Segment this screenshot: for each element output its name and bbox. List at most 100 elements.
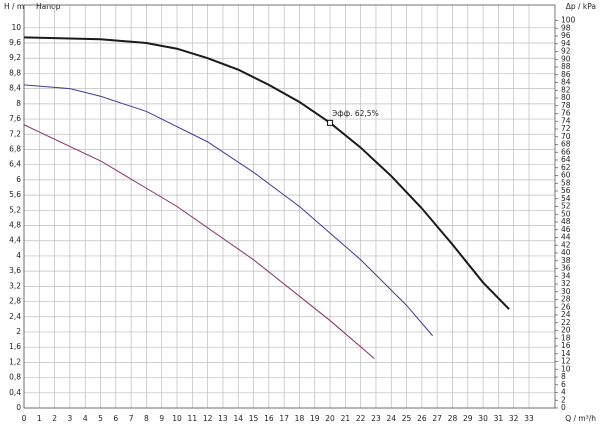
x-tick-label: 27 <box>432 414 442 423</box>
y-tick-label: 5,6 <box>9 190 21 199</box>
y2-tick-label: 30 <box>561 287 571 296</box>
y2-tick-label: 2 <box>561 395 566 404</box>
x-tick-label: 30 <box>478 414 488 423</box>
y2-tick-label: 70 <box>561 132 571 141</box>
y2-tick-label: 48 <box>561 217 571 226</box>
y2-tick-label: 24 <box>561 310 571 319</box>
x-tick-label: 26 <box>417 414 427 423</box>
y2-axis-label: Δp / kPa <box>566 2 596 11</box>
y2-tick-label: 34 <box>561 271 571 280</box>
y2-tick-label: 32 <box>561 279 571 288</box>
y-tick-label: 3,6 <box>9 266 21 275</box>
y-tick-label: 7,2 <box>9 129 21 138</box>
x-tick-label: 24 <box>386 414 396 423</box>
x-tick-label: 32 <box>509 414 519 423</box>
x-tick-label: 8 <box>144 414 149 423</box>
y-tick-label: 6 <box>16 175 21 184</box>
x-tick-label: 29 <box>463 414 473 423</box>
x-tick-label: 9 <box>159 414 164 423</box>
y2-tick-label: 62 <box>561 163 571 172</box>
y2-tick-label: 84 <box>561 78 571 87</box>
x-tick-label: 31 <box>494 414 504 423</box>
x-tick-label: 12 <box>203 414 213 423</box>
x-tick-label: 20 <box>325 414 335 423</box>
y2-tick-label: 54 <box>561 194 571 203</box>
y-tick-label: 0,8 <box>9 373 21 382</box>
x-tick-label: 10 <box>172 414 182 423</box>
x-tick-label: 14 <box>233 414 243 423</box>
y-axis-sublabel: Напор <box>36 2 61 11</box>
y2-tick-label: 6 <box>561 380 566 389</box>
y-tick-label: 7,6 <box>9 114 21 123</box>
y2-tick-label: 22 <box>561 318 571 327</box>
x-tick-label: 18 <box>295 414 305 423</box>
y-tick-label: 6,8 <box>9 144 21 153</box>
y2-tick-label: 82 <box>561 85 571 94</box>
y2-tick-label: 72 <box>561 124 571 133</box>
y-tick-label: 4 <box>16 251 21 260</box>
y-tick-label: 1,6 <box>9 342 21 351</box>
y2-tick-label: 50 <box>561 209 571 218</box>
y2-tick-label: 74 <box>561 116 571 125</box>
y2-tick-label: 60 <box>561 171 571 180</box>
y-tick-label: 0 <box>16 403 21 412</box>
y-axis-label: H / m <box>4 2 24 11</box>
y2-tick-label: 86 <box>561 70 571 79</box>
x-tick-label: 16 <box>264 414 274 423</box>
y2-tick-label: 36 <box>561 264 571 273</box>
y2-tick-label: 8 <box>561 372 566 381</box>
y-tick-label: 10 <box>11 23 21 32</box>
y2-tick-label: 14 <box>561 349 571 358</box>
x-tick-label: 33 <box>524 414 534 423</box>
y-tick-label: 2,4 <box>9 312 21 321</box>
x-tick-label: 21 <box>341 414 351 423</box>
y-tick-label: 6,4 <box>9 160 21 169</box>
y2-tick-label: 46 <box>561 225 571 234</box>
y2-tick-label: 64 <box>561 155 571 164</box>
y2-tick-label: 18 <box>561 333 571 342</box>
y-tick-label: 4,8 <box>9 221 21 230</box>
y2-tick-label: 98 <box>561 23 571 32</box>
y-tick-label: 3,2 <box>9 281 21 290</box>
y-tick-label: 8,4 <box>9 84 21 93</box>
x-tick-label: 23 <box>371 414 381 423</box>
y2-tick-label: 92 <box>561 47 571 56</box>
y2-tick-label: 94 <box>561 39 571 48</box>
curve <box>23 124 375 359</box>
x-tick-label: 6 <box>113 414 118 423</box>
x-tick-label: 3 <box>68 414 73 423</box>
x-tick-label: 15 <box>249 414 259 423</box>
y2-tick-label: 56 <box>561 186 571 195</box>
x-tick-label: 19 <box>310 414 320 423</box>
y2-tick-label: 0 <box>561 403 566 412</box>
y2-tick-label: 96 <box>561 31 571 40</box>
x-tick-label: 7 <box>129 414 134 423</box>
x-tick-label: 28 <box>448 414 458 423</box>
y-tick-label: 9,6 <box>9 38 21 47</box>
y2-tick-label: 10 <box>561 364 571 373</box>
x-tick-label: 4 <box>83 414 88 423</box>
y2-tick-label: 78 <box>561 101 571 110</box>
y-tick-label: 5,2 <box>9 205 21 214</box>
y-tick-label: 0,4 <box>9 388 21 397</box>
y-tick-label: 4,4 <box>9 236 21 245</box>
y-tick-label: 8,8 <box>9 68 21 77</box>
y-tick-label: 2 <box>16 327 21 336</box>
y2-tick-label: 40 <box>561 248 571 257</box>
y2-tick-label: 26 <box>561 302 571 311</box>
y2-tick-label: 66 <box>561 147 571 156</box>
y2-tick-label: 44 <box>561 233 571 242</box>
y2-tick-label: 20 <box>561 326 571 335</box>
x-tick-label: 25 <box>402 414 412 423</box>
y2-tick-label: 28 <box>561 295 571 304</box>
y-tick-label: 9,2 <box>9 53 21 62</box>
x-tick-label: 1 <box>37 414 42 423</box>
x-tick-label: 17 <box>279 414 289 423</box>
y2-tick-label: 88 <box>561 62 571 71</box>
y2-tick-label: 68 <box>561 140 571 149</box>
x-tick-label: 13 <box>218 414 228 423</box>
curve <box>23 84 433 337</box>
y2-tick-label: 12 <box>561 357 571 366</box>
plot-frame <box>23 4 556 409</box>
